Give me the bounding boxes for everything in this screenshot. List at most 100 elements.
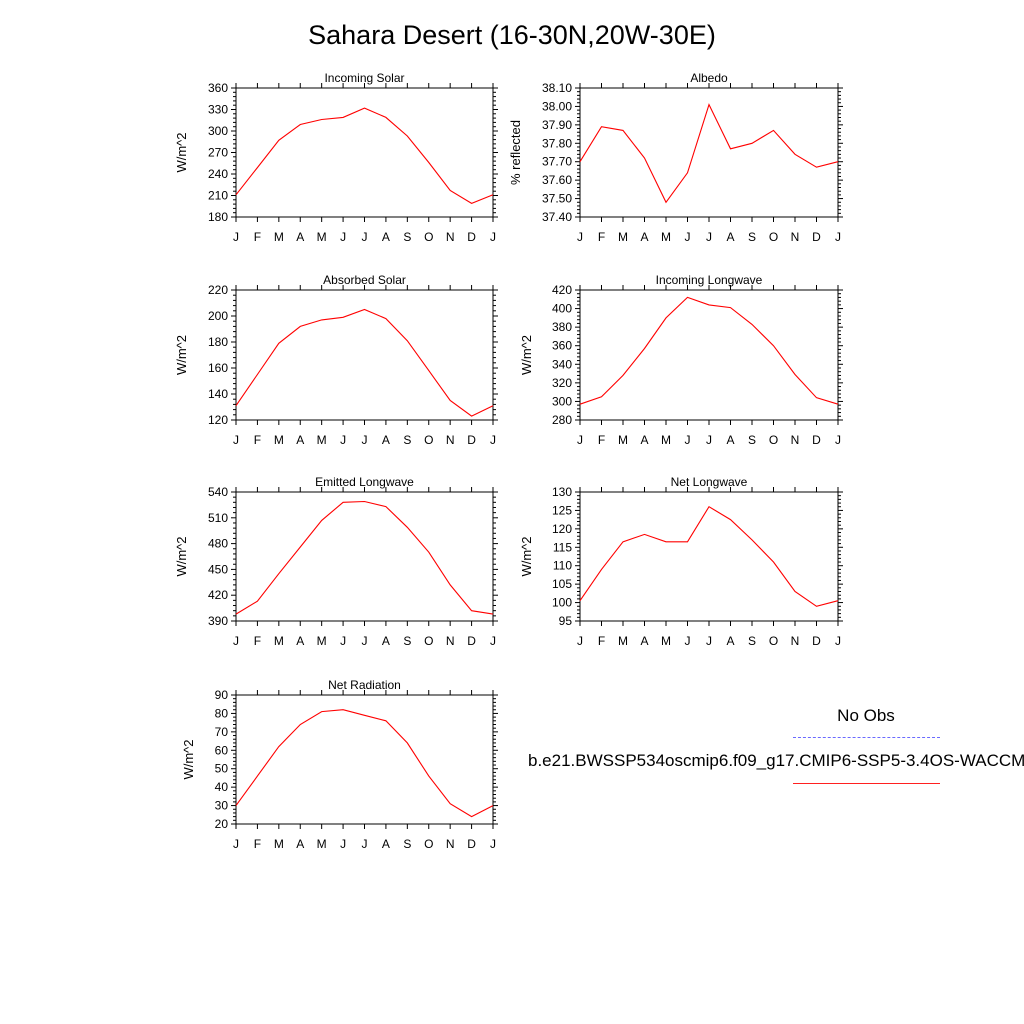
chart-panel-4: Emitted Longwave W/m^2 390 420 450 480 510 540 J…: [174, 475, 498, 648]
chart-panel-1: Albedo % reflected 37.40 37.50 37.60 37.70 37.…: [508, 71, 843, 244]
y-tick-label: 330: [208, 103, 228, 117]
y-tick-label: 360: [552, 339, 572, 353]
y-tick-label: 360: [208, 81, 228, 95]
x-tick-label: D: [467, 433, 476, 447]
x-tick-label: J: [685, 433, 691, 447]
x-tick-label: J: [233, 634, 239, 648]
plot-frame: [235, 491, 494, 622]
y-tick-label: 130: [552, 485, 572, 499]
x-tick-label: F: [254, 837, 261, 851]
x-tick-label: M: [274, 230, 284, 244]
plot-frame: [235, 694, 494, 825]
y-tick-label: 380: [552, 320, 572, 334]
chart-title: Emitted Longwave: [315, 475, 414, 489]
x-tick-label: O: [769, 433, 778, 447]
x-tick-label: O: [424, 230, 433, 244]
y-tick-label: 125: [552, 503, 572, 517]
y-tick-label: 420: [208, 588, 228, 602]
x-tick-label: M: [317, 433, 327, 447]
x-tick-label: M: [317, 634, 327, 648]
x-tick-label: A: [382, 433, 390, 447]
x-tick-label: J: [835, 634, 841, 648]
x-tick-label: A: [726, 230, 734, 244]
x-tick-label: M: [661, 433, 671, 447]
y-tick-label: 37.60: [542, 173, 572, 187]
y-tick-label: 105: [552, 577, 572, 591]
x-tick-label: J: [577, 230, 583, 244]
chart-title: Net Longwave: [671, 475, 748, 489]
chart-title: Albedo: [690, 71, 728, 85]
y-tick-label: 40: [215, 780, 229, 794]
x-tick-label: N: [791, 634, 800, 648]
series-line: [235, 500, 494, 615]
x-tick-label: M: [317, 230, 327, 244]
x-tick-label: J: [362, 837, 368, 851]
x-tick-label: D: [812, 230, 821, 244]
y-tick-label: 100: [552, 596, 572, 610]
y-tick-label: 160: [208, 361, 228, 375]
x-tick-label: J: [706, 433, 712, 447]
series-line: [579, 103, 839, 204]
x-tick-label: J: [577, 634, 583, 648]
series-line: [579, 505, 839, 607]
y-tick-label: 20: [215, 817, 229, 831]
y-tick-label: 210: [208, 189, 228, 203]
x-tick-label: O: [769, 634, 778, 648]
chart-title: Incoming Longwave: [656, 273, 763, 287]
series-line: [235, 107, 494, 205]
x-tick-label: S: [748, 634, 756, 648]
chart-title: Net Radiation: [328, 678, 401, 692]
y-tick-label: 37.80: [542, 136, 572, 150]
x-tick-label: S: [748, 230, 756, 244]
y-axis-label: W/m^2: [519, 536, 534, 576]
chart-panel-3: Incoming Longwave W/m^2 280 300 320 340 360 380…: [519, 273, 843, 447]
x-tick-label: F: [598, 230, 605, 244]
x-tick-label: J: [340, 634, 346, 648]
x-tick-label: F: [598, 433, 605, 447]
y-tick-label: 115: [553, 540, 572, 554]
y-tick-label: 300: [208, 124, 228, 138]
y-tick-label: 120: [208, 413, 228, 427]
plot-frame: [579, 491, 839, 622]
x-tick-label: F: [598, 634, 605, 648]
x-tick-label: D: [467, 634, 476, 648]
x-tick-label: A: [382, 634, 390, 648]
y-tick-label: 37.70: [542, 155, 572, 169]
chart-panel-5: Net Longwave W/m^2 95 100 105 110 115 120 125 130…: [519, 475, 843, 648]
y-tick-label: 38.00: [542, 99, 572, 113]
y-axis-label: W/m^2: [181, 739, 196, 779]
legend-case-line: [793, 783, 940, 784]
x-tick-label: A: [296, 634, 304, 648]
x-tick-label: J: [490, 634, 496, 648]
x-tick-label: S: [403, 230, 411, 244]
x-tick-label: J: [362, 230, 368, 244]
x-tick-label: F: [254, 230, 261, 244]
y-tick-label: 95: [559, 614, 573, 628]
y-tick-label: 120: [552, 522, 572, 536]
y-tick-label: 70: [215, 725, 229, 739]
page-title: Sahara Desert (16-30N,20W-30E): [308, 20, 716, 50]
x-tick-label: M: [618, 634, 628, 648]
legend-obs-label: No Obs: [837, 706, 895, 725]
x-tick-label: J: [362, 634, 368, 648]
series-line: [235, 709, 494, 818]
y-tick-label: 200: [208, 309, 228, 323]
y-tick-label: 37.90: [542, 118, 572, 132]
x-tick-label: F: [254, 433, 261, 447]
x-tick-label: J: [490, 230, 496, 244]
x-tick-label: M: [618, 230, 628, 244]
y-tick-label: 280: [552, 413, 572, 427]
y-tick-label: 480: [208, 537, 228, 551]
x-tick-label: J: [340, 837, 346, 851]
y-axis-label: W/m^2: [174, 335, 189, 375]
y-tick-label: 110: [553, 559, 572, 573]
x-tick-label: N: [791, 433, 800, 447]
x-tick-label: D: [812, 634, 821, 648]
x-tick-label: N: [446, 230, 455, 244]
x-tick-label: J: [835, 230, 841, 244]
y-tick-label: 240: [208, 167, 228, 181]
x-tick-label: A: [640, 634, 648, 648]
x-tick-label: J: [233, 230, 239, 244]
x-tick-label: N: [446, 634, 455, 648]
